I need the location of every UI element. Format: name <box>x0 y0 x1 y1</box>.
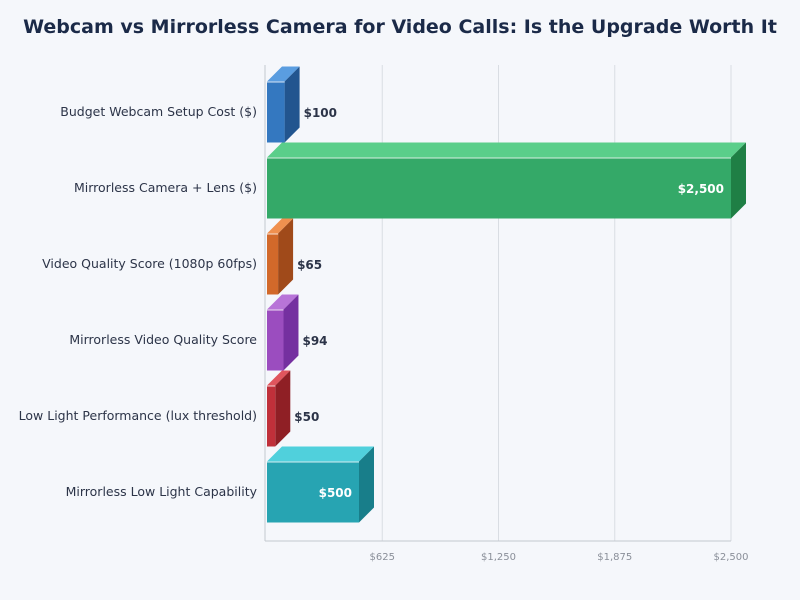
bar <box>267 461 359 523</box>
data-label: $100 <box>304 106 337 120</box>
bar-top <box>267 142 746 158</box>
bar-top <box>267 218 294 234</box>
bar-top <box>267 446 374 462</box>
y-tick-label: Mirrorless Video Quality Score <box>69 332 257 347</box>
data-label: $500 <box>319 486 352 500</box>
y-tick-label: Video Quality Score (1080p 60fps) <box>42 256 257 271</box>
x-tick-label: $625 <box>370 552 395 563</box>
bar-top <box>267 370 291 386</box>
y-tick-label: Budget Webcam Setup Cost ($) <box>60 104 257 119</box>
bar-top <box>267 294 299 310</box>
bar-side <box>731 142 746 219</box>
bar <box>267 309 284 371</box>
bar-side <box>359 446 374 523</box>
bar-side <box>283 294 299 371</box>
data-label: $94 <box>302 334 327 348</box>
y-tick-label: Mirrorless Camera + Lens ($) <box>74 180 257 195</box>
data-label: $65 <box>297 258 322 272</box>
x-tick-label: $1,250 <box>481 552 516 563</box>
x-tick-label: $2,500 <box>714 552 749 563</box>
y-tick-label: Mirrorless Low Light Capability <box>66 484 258 499</box>
bar-side <box>278 218 294 295</box>
y-tick-label: Low Light Performance (lux threshold) <box>19 408 257 423</box>
bar <box>267 233 279 295</box>
bar <box>267 157 731 219</box>
bar-top <box>267 66 300 82</box>
bar-side <box>275 370 291 447</box>
bar <box>267 81 285 143</box>
bar <box>267 385 276 447</box>
bar-side <box>284 66 300 143</box>
x-tick-label: $1,875 <box>597 552 632 563</box>
chart-title: Webcam vs Mirrorless Camera for Video Ca… <box>23 16 777 38</box>
data-label: $50 <box>294 410 319 424</box>
data-label: $2,500 <box>678 182 724 196</box>
